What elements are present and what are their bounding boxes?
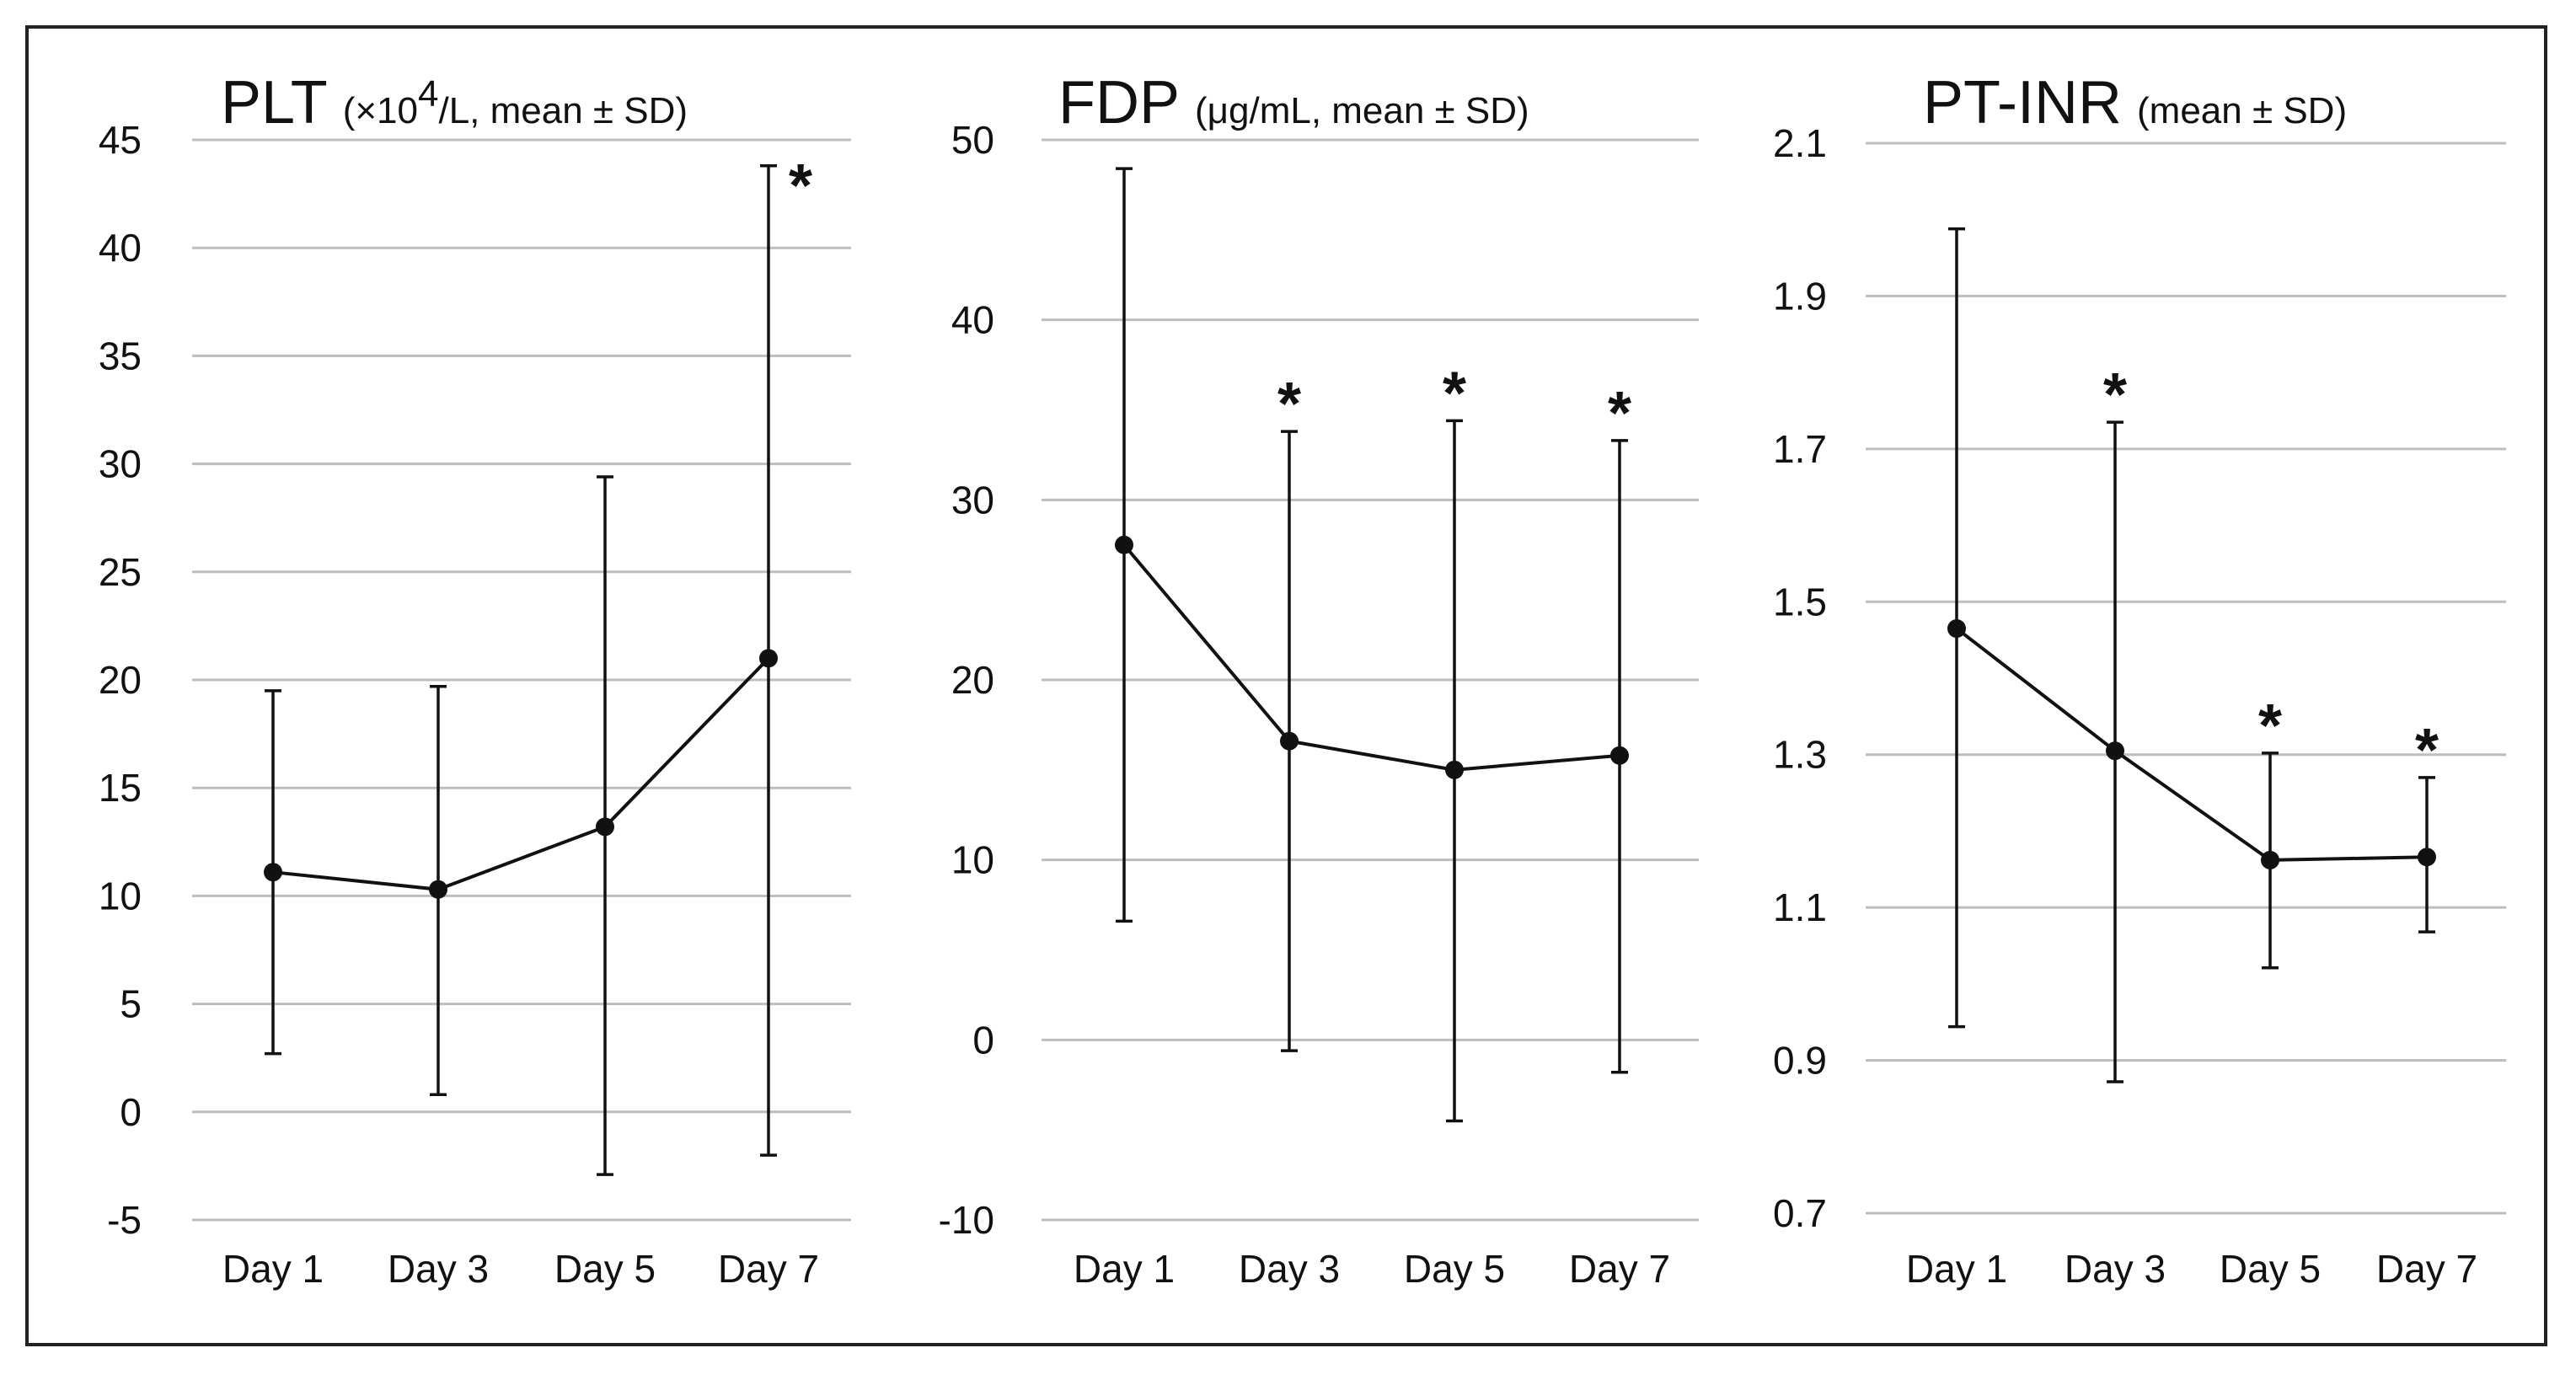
y-tick-label: 30 (951, 478, 994, 522)
significance-marker: * (1608, 380, 1631, 447)
data-point (1610, 746, 1629, 765)
y-tick-label: 45 (99, 118, 142, 162)
y-tick-label: -5 (107, 1198, 142, 1242)
y-tick-label: 1.3 (1773, 733, 1827, 777)
series-line (1122, 543, 1620, 772)
data-point (759, 649, 778, 668)
y-tick-label: -10 (939, 1198, 994, 1242)
significance-marker: * (789, 152, 812, 220)
data-point (2261, 850, 2279, 869)
significance-marker: * (1443, 360, 1466, 427)
y-tick-label: 1.1 (1773, 885, 1827, 929)
significance-marker: * (2103, 361, 2127, 429)
data-point (264, 863, 282, 882)
data-point (1445, 760, 1464, 779)
x-tick-label: Day 5 (1404, 1247, 1505, 1291)
x-tick-label: Day 5 (554, 1247, 656, 1291)
y-tick-label: 0.9 (1773, 1039, 1827, 1083)
x-tick-label: Day 7 (718, 1247, 819, 1291)
y-tick-label: 5 (120, 982, 142, 1026)
y-tick-label: 25 (99, 550, 142, 594)
y-tick-label: 30 (99, 442, 142, 486)
data-point (1115, 535, 1133, 554)
data-point (1280, 731, 1299, 751)
chart-title: FDP (μg/mL, mean ± SD) (1058, 69, 1529, 136)
y-tick-label: 20 (951, 658, 994, 702)
chart-panel-fdp: 50 40 30 20 10 0 -10 Day 1 Day 3 Day 5 Day 7 FDP (μg… (939, 69, 1699, 1291)
data-point (429, 880, 447, 899)
y-tick-label: 10 (951, 838, 994, 882)
series-line (272, 656, 770, 891)
chart-panel-pt-inr: 2.1 1.9 1.7 1.5 1.3 1.1 0.9 0.7 Day 1 Day 3 Day 5 D… (1773, 69, 2506, 1291)
y-tick-label: 1.9 (1773, 274, 1827, 318)
data-point (1947, 619, 1966, 639)
x-tick-label: Day 3 (388, 1247, 489, 1291)
chart-title-units: (mean ± SD) (2137, 90, 2347, 131)
y-tick-label: 35 (99, 334, 142, 377)
chart-title: PLT (×104/L, mean ± SD) (221, 69, 688, 136)
y-tick-label: 1.7 (1773, 427, 1827, 471)
y-tick-label: 0 (120, 1090, 142, 1134)
y-tick-label: 15 (99, 766, 142, 810)
x-tick-label: Day 7 (2376, 1247, 2477, 1291)
chart-title-main: PLT (221, 69, 328, 136)
y-tick-label: 40 (99, 226, 142, 270)
chart-panel-plt: 45 40 35 30 25 20 15 10 5 0 -5 Day 1 Day 3 Day 5 Day 7… (99, 69, 851, 1291)
data-point (596, 817, 614, 837)
figure-frame (25, 25, 2547, 1346)
data-point (2418, 848, 2436, 867)
data-point (2106, 741, 2124, 761)
chart-title-units-rest: /L, mean ± SD) (438, 90, 688, 131)
x-tick-label: Day 7 (1569, 1247, 1670, 1291)
significance-marker: * (1277, 371, 1301, 438)
chart-title-main: PT-INR (1923, 69, 2122, 136)
significance-marker: * (2415, 717, 2439, 784)
series-line (1955, 627, 2428, 862)
y-tick-label: 1.5 (1773, 580, 1827, 623)
x-tick-label: Day 1 (1074, 1247, 1175, 1291)
y-tick-label: 0 (972, 1018, 994, 1062)
x-tick-label: Day 5 (2220, 1247, 2321, 1291)
y-tick-label: 2.1 (1773, 121, 1827, 165)
y-tick-label: 40 (951, 298, 994, 342)
x-tick-label: Day 1 (222, 1247, 324, 1291)
y-tick-label: 0.7 (1773, 1191, 1827, 1235)
chart-title-units: (μg/mL, mean ± SD) (1195, 90, 1529, 131)
chart-title: PT-INR (mean ± SD) (1923, 69, 2347, 136)
y-tick-label: 10 (99, 874, 142, 917)
chart-title-units-superscript: 4 (418, 73, 438, 115)
significance-marker: * (2258, 693, 2282, 760)
y-tick-label: 50 (951, 118, 994, 162)
chart-title-units: (×10 (343, 90, 418, 131)
x-tick-label: Day 1 (1906, 1247, 2007, 1291)
chart-title-main: FDP (1058, 69, 1180, 136)
x-tick-label: Day 3 (2065, 1247, 2166, 1291)
x-tick-label: Day 3 (1239, 1247, 1340, 1291)
y-tick-label: 20 (99, 658, 142, 702)
